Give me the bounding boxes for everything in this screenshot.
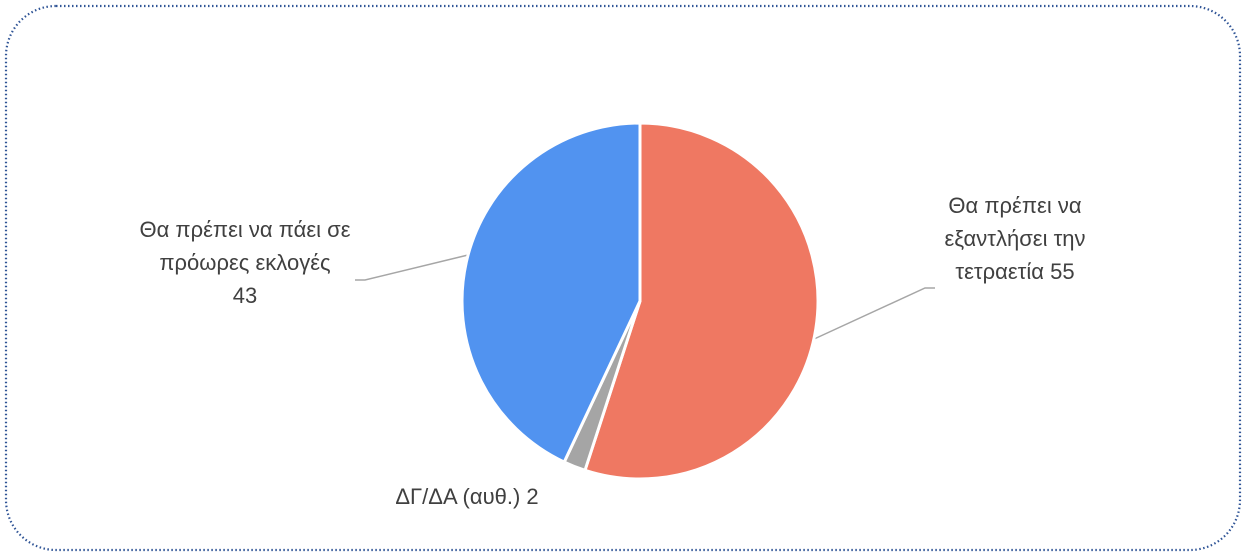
slice-label: ΔΓ/ΔΑ (αυθ.) 2: [352, 480, 582, 513]
value-label: 43: [232, 283, 258, 308]
value-label: 2: [526, 484, 539, 509]
slice-label: Θα πρέπει να πάει σε πρόωρες εκλογές 43: [135, 213, 355, 312]
frame: [4, 4, 1242, 552]
pie: [460, 121, 820, 481]
category-label: Θα πρέπει να εξαντλήσει την τετραετία: [944, 193, 1086, 284]
pie-slice: [460, 121, 642, 465]
value-label: 55: [1050, 259, 1075, 284]
category-label: ΔΓ/ΔΑ (αυθ.): [395, 484, 521, 509]
leader-line: [355, 254, 469, 281]
pie-slice: [583, 121, 820, 481]
leader-line: [811, 287, 935, 341]
slice-label: Θα πρέπει να εξαντλήσει την τετραετία 55: [905, 189, 1125, 288]
category-label: Θα πρέπει να πάει σε πρόωρες εκλογές: [139, 217, 351, 275]
